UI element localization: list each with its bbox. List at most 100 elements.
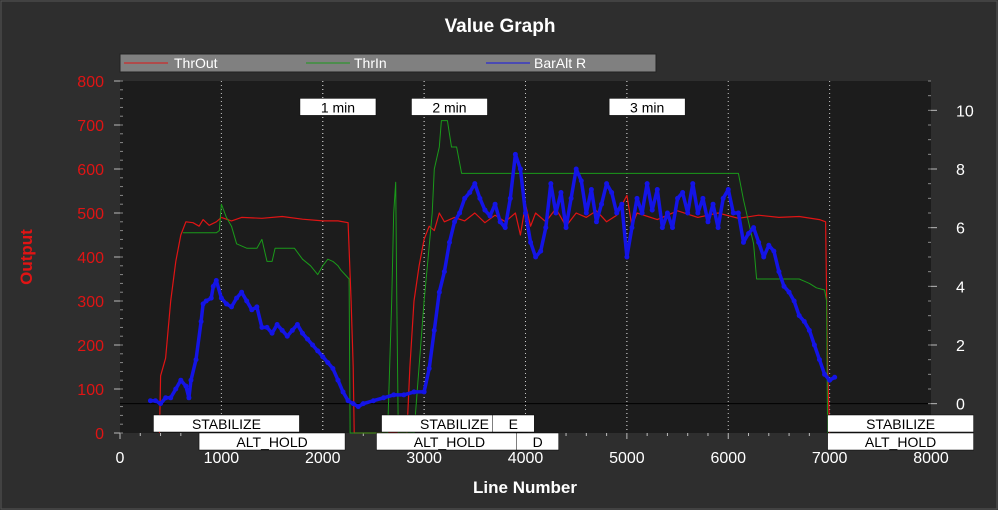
baralt-point: [659, 225, 665, 231]
baralt-point: [517, 166, 523, 172]
baralt-point: [249, 307, 255, 313]
baralt-point: [563, 225, 569, 231]
baralt-point: [822, 371, 828, 377]
baralt-point: [401, 392, 407, 398]
baralt-point: [543, 225, 549, 231]
baralt-point: [669, 225, 675, 231]
time-annotation-box: [608, 98, 686, 116]
time-annotation-box: [411, 98, 488, 116]
baralt-point: [208, 295, 214, 301]
y-tick-label: 100: [77, 382, 104, 399]
y2-tick-label: 8: [956, 162, 965, 179]
baralt-point: [421, 389, 427, 395]
baralt-point: [178, 377, 184, 383]
baralt-point: [294, 321, 300, 327]
x-tick-label: 2000: [305, 450, 341, 467]
baralt-point: [816, 357, 822, 363]
baralt-point: [431, 327, 437, 333]
y-tick-label: 700: [77, 118, 104, 135]
baralt-point: [710, 201, 716, 207]
baralt-point: [548, 181, 554, 187]
y-tick-label: 200: [77, 338, 104, 355]
series-layer: [147, 120, 838, 434]
baralt-point: [223, 301, 229, 307]
baralt-point: [578, 178, 584, 184]
baralt-point: [609, 189, 615, 195]
flight-mode-box: [153, 414, 300, 433]
flight-mode-labels: STABILIZE ALT_HOLD STABILIZE E ALT_HOLD D STAB…: [153, 414, 974, 451]
baralt-point: [193, 357, 199, 363]
baralt-point: [502, 225, 508, 231]
x-tick-label: 4000: [508, 450, 544, 467]
baralt-point: [695, 210, 701, 216]
series-line-throut: [158, 194, 831, 434]
baralt-point: [426, 365, 432, 371]
baralt-point: [553, 210, 559, 216]
baralt-point: [325, 360, 331, 366]
series-line-thrin: [182, 120, 829, 434]
baralt-point: [588, 187, 594, 193]
baralt-point: [340, 389, 346, 395]
y2-tick-label: 0: [956, 397, 965, 414]
x-tick-label: 3000: [406, 450, 442, 467]
legend-baralt-label: BarAlt R: [534, 55, 586, 71]
baralt-point: [675, 195, 681, 201]
baralt-point: [229, 304, 235, 310]
baralt-point: [168, 395, 174, 401]
baralt-point: [604, 181, 610, 187]
flight-mode-label: STABILIZE: [420, 416, 489, 432]
baralt-point: [654, 187, 660, 193]
baralt-point: [335, 377, 341, 383]
x-tick-label: 1000: [204, 450, 240, 467]
baralt-point: [477, 195, 483, 201]
chart-title: Value Graph: [445, 16, 556, 37]
flight-mode-box: [827, 414, 974, 433]
legend-box: [119, 53, 657, 73]
baralt-point: [766, 242, 772, 248]
baralt-point: [350, 401, 356, 407]
baralt-point: [806, 327, 812, 333]
time-annotations: 1 min 2 min 3 min: [299, 98, 686, 116]
x-tick-label: 5000: [609, 450, 645, 467]
x-tick-label: 8000: [913, 450, 949, 467]
baralt-point: [482, 207, 488, 213]
baralt-point: [284, 333, 290, 339]
baralt-point: [264, 324, 270, 330]
x-tick-label: 6000: [710, 450, 746, 467]
baralt-point: [533, 254, 539, 260]
baralt-point: [811, 342, 817, 348]
baralt-point: [441, 269, 447, 275]
legend-throut-label: ThrOut: [174, 55, 218, 71]
baralt-point: [213, 277, 219, 283]
time-annotation-label: 3 min: [630, 99, 664, 115]
flight-mode-box: [827, 432, 974, 451]
flight-mode-box: [492, 414, 535, 433]
baralt-point: [791, 298, 797, 304]
baralt-point: [218, 295, 224, 301]
baralt-point: [254, 304, 260, 310]
baralt-point: [234, 295, 240, 301]
baralt-point: [573, 166, 579, 172]
baralt-point: [446, 239, 452, 245]
baralt-point: [457, 210, 463, 216]
baralt-point: [492, 201, 498, 207]
baralt-point: [147, 398, 153, 404]
baralt-point: [746, 231, 752, 237]
baralt-point: [315, 348, 321, 354]
baralt-point: [239, 289, 245, 295]
y2-tick-label: 2: [956, 338, 965, 355]
baralt-point: [507, 195, 513, 201]
x-axis-title: Line Number: [473, 478, 577, 497]
baralt-point: [330, 365, 336, 371]
baralt-point: [163, 395, 169, 401]
baralt-point: [700, 195, 706, 201]
baralt-point: [203, 298, 209, 304]
baralt-point: [619, 201, 625, 207]
baralt-point: [593, 219, 599, 225]
baralt-point: [186, 395, 192, 401]
baralt-point: [210, 283, 216, 289]
baralt-point: [269, 330, 275, 336]
baralt-point: [649, 207, 655, 213]
baralt-point: [629, 225, 635, 231]
